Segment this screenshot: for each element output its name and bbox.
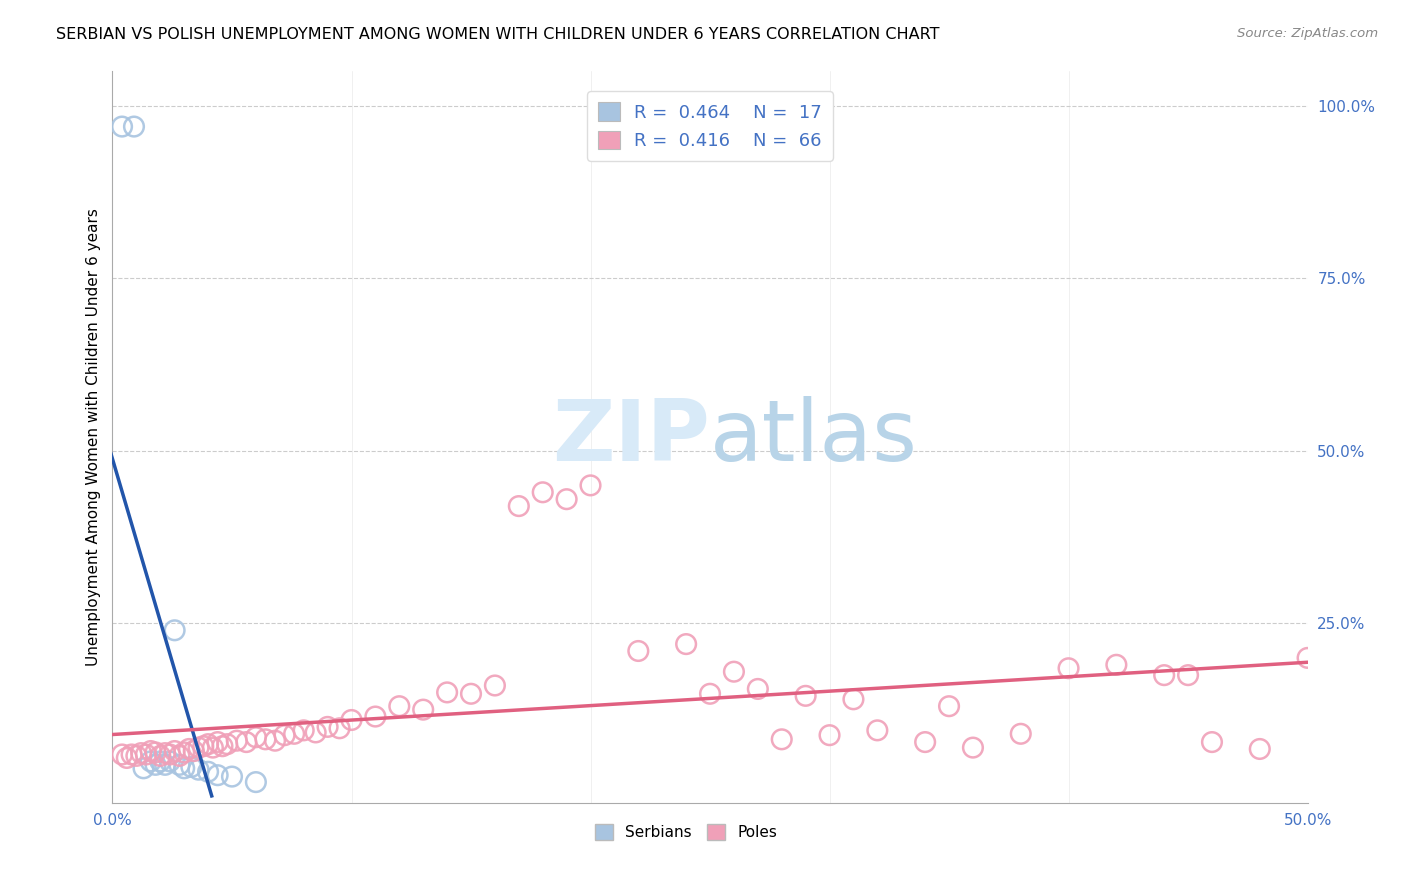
Point — [111, 120, 134, 134]
Point — [180, 760, 202, 774]
Text: atlas: atlas — [710, 395, 918, 479]
Point — [145, 757, 167, 772]
Point — [938, 699, 960, 714]
Point — [125, 748, 148, 763]
Point — [364, 709, 387, 723]
Point — [627, 644, 650, 658]
Point — [217, 737, 239, 751]
Point — [412, 703, 434, 717]
Point — [1153, 668, 1175, 682]
Text: SERBIAN VS POLISH UNEMPLOYMENT AMONG WOMEN WITH CHILDREN UNDER 6 YEARS CORRELATI: SERBIAN VS POLISH UNEMPLOYMENT AMONG WOM… — [56, 27, 939, 42]
Point — [235, 735, 257, 749]
Point — [245, 731, 267, 745]
Point — [292, 723, 315, 738]
Point — [866, 723, 889, 738]
Point — [207, 768, 229, 782]
Point — [675, 637, 697, 651]
Point — [436, 685, 458, 699]
Point — [187, 740, 209, 755]
Point — [962, 740, 984, 755]
Point — [818, 728, 841, 742]
Point — [914, 735, 936, 749]
Point — [273, 728, 295, 742]
Point — [159, 747, 181, 762]
Point — [254, 732, 277, 747]
Point — [225, 733, 247, 747]
Point — [316, 720, 339, 734]
Point — [699, 687, 721, 701]
Point — [153, 757, 176, 772]
Point — [221, 770, 243, 784]
Point — [245, 775, 267, 789]
Point — [555, 492, 578, 507]
Point — [139, 744, 162, 758]
Point — [1010, 727, 1032, 741]
Point — [197, 764, 219, 779]
Point — [201, 740, 224, 755]
Text: ZIP: ZIP — [553, 395, 710, 479]
Point — [145, 746, 167, 760]
Point — [770, 732, 793, 747]
Point — [842, 692, 865, 706]
Point — [163, 744, 186, 758]
Point — [794, 689, 817, 703]
Point — [579, 478, 602, 492]
Point — [153, 746, 176, 760]
Point — [340, 713, 363, 727]
Point — [163, 624, 186, 638]
Point — [508, 499, 530, 513]
Point — [305, 725, 328, 739]
Point — [1105, 657, 1128, 672]
Point — [169, 748, 191, 763]
Point — [329, 721, 352, 735]
Point — [111, 747, 134, 762]
Point — [149, 748, 172, 763]
Point — [1177, 668, 1199, 682]
Point — [121, 747, 143, 762]
Point — [388, 699, 411, 714]
Point — [1296, 651, 1319, 665]
Point — [169, 757, 191, 772]
Point — [531, 485, 554, 500]
Point — [1057, 661, 1080, 675]
Point — [264, 733, 287, 747]
Text: Source: ZipAtlas.com: Source: ZipAtlas.com — [1237, 27, 1378, 40]
Point — [197, 737, 219, 751]
Point — [173, 761, 195, 775]
Point — [187, 763, 209, 777]
Point — [723, 665, 745, 679]
Point — [177, 742, 200, 756]
Point — [193, 739, 215, 754]
Y-axis label: Unemployment Among Women with Children Under 6 years: Unemployment Among Women with Children U… — [86, 208, 101, 666]
Point — [122, 120, 145, 134]
Point — [747, 681, 769, 696]
Point — [183, 744, 205, 758]
Point — [149, 755, 172, 769]
Point — [211, 739, 233, 754]
Point — [283, 727, 305, 741]
Point — [132, 761, 155, 775]
Point — [115, 751, 138, 765]
Point — [460, 687, 482, 701]
Point — [173, 746, 195, 760]
Point — [207, 735, 229, 749]
Point — [159, 755, 181, 769]
Point — [1249, 742, 1271, 756]
Point — [135, 747, 157, 762]
Point — [484, 678, 506, 692]
Point — [1201, 735, 1223, 749]
Point — [139, 755, 162, 769]
Legend: Serbians, Poles: Serbians, Poles — [589, 818, 783, 847]
Point — [129, 746, 152, 760]
